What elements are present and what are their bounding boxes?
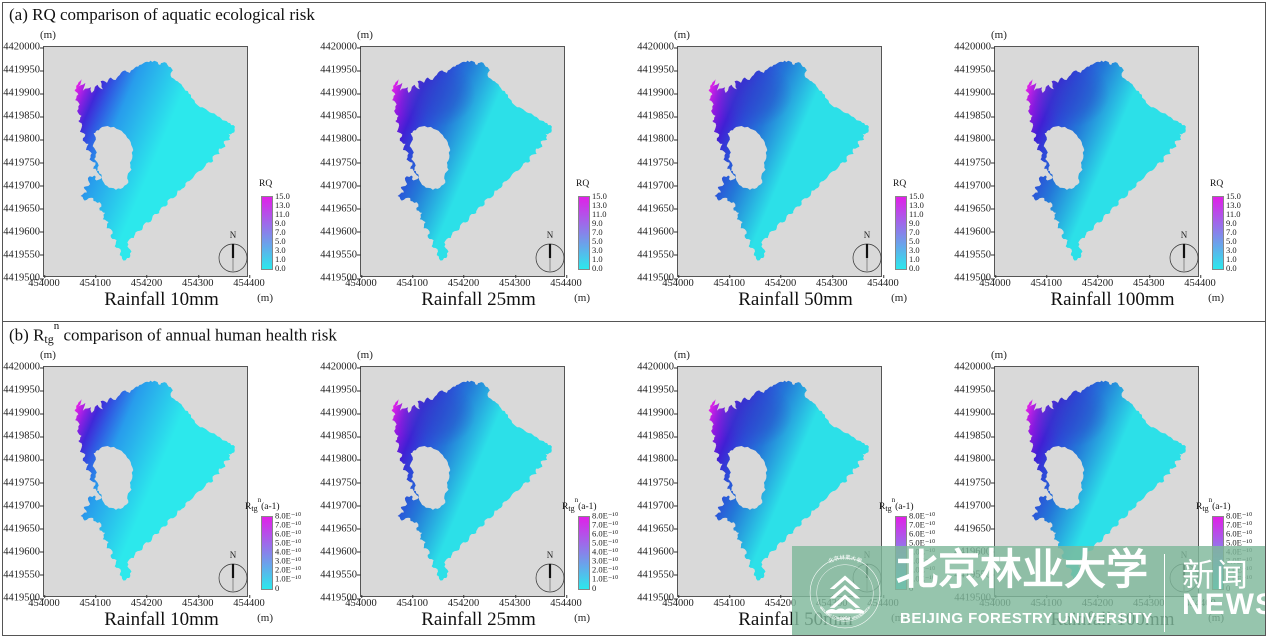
svg-text:N: N bbox=[1181, 230, 1188, 240]
svg-text:N: N bbox=[230, 230, 237, 240]
svg-text:N: N bbox=[230, 550, 237, 560]
svg-text:N: N bbox=[547, 230, 554, 240]
svg-text:N: N bbox=[864, 230, 871, 240]
svg-text:北京林業大學: 北京林業大學 bbox=[827, 553, 864, 565]
svg-text:N: N bbox=[547, 550, 554, 560]
svg-text:1952: 1952 bbox=[840, 616, 851, 622]
